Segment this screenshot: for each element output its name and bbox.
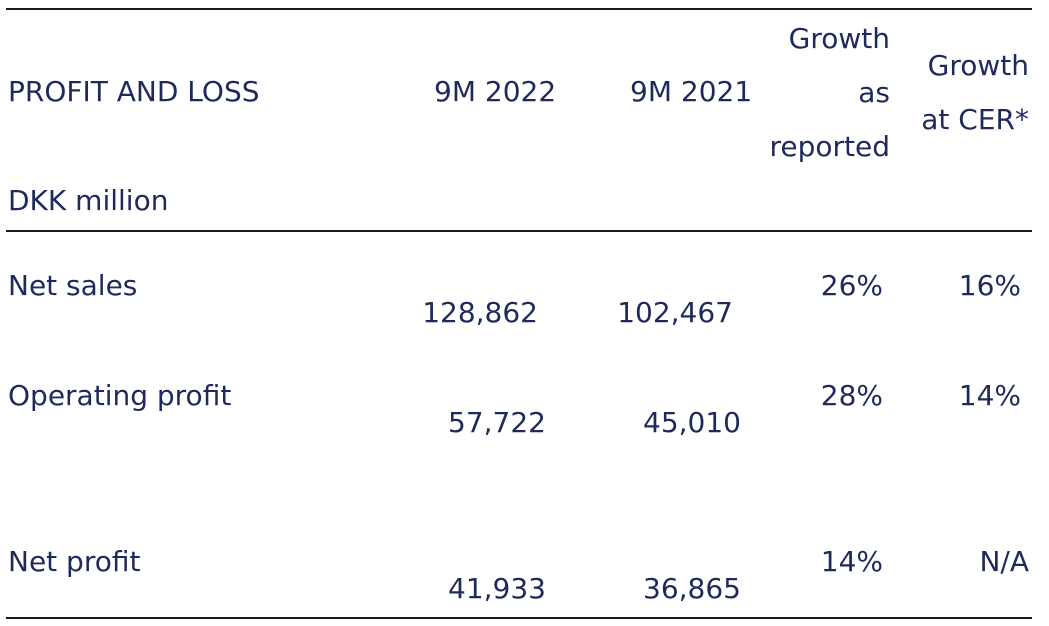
col-header-growth-cer-line2: at CER* <box>921 103 1029 136</box>
col-header-9m-2021: 9M 2021 <box>630 75 753 108</box>
operating-profit-growth-cer: 14% <box>958 379 1021 412</box>
operating-profit-9m-2021: 45,010 <box>643 406 741 439</box>
net-profit-growth-reported: 14% <box>820 545 883 578</box>
col-header-growth-reported-line2: as <box>858 76 890 109</box>
top-rule <box>6 8 1032 10</box>
operating-profit-9m-2022: 57,722 <box>448 406 546 439</box>
net-sales-growth-reported: 26% <box>820 269 883 302</box>
net-sales-growth-cer: 16% <box>958 269 1021 302</box>
net-profit-9m-2022: 41,933 <box>448 572 546 605</box>
row-label-net-sales: Net sales <box>8 269 138 302</box>
net-sales-9m-2022: 128,862 <box>422 296 538 329</box>
bottom-rule <box>6 617 1032 619</box>
col-header-growth-cer-line1: Growth <box>927 49 1029 82</box>
col-header-growth-cer: Growth at CER* <box>921 39 1029 147</box>
net-sales-9m-2021: 102,467 <box>617 296 733 329</box>
row-label-operating-profit: Operating profit <box>8 379 232 412</box>
col-header-growth-reported-line1: Growth <box>788 22 890 55</box>
net-profit-growth-cer: N/A <box>979 545 1029 578</box>
unit-label: DKK million <box>8 184 169 217</box>
section-title: PROFIT AND LOSS <box>8 75 260 108</box>
row-label-net-profit: Net profit <box>8 545 141 578</box>
col-header-growth-reported: Growth as reported <box>769 12 890 174</box>
col-header-growth-reported-line3: reported <box>769 130 890 163</box>
operating-profit-growth-reported: 28% <box>820 379 883 412</box>
col-header-9m-2022: 9M 2022 <box>434 75 557 108</box>
header-rule <box>6 230 1032 232</box>
net-profit-9m-2021: 36,865 <box>643 572 741 605</box>
